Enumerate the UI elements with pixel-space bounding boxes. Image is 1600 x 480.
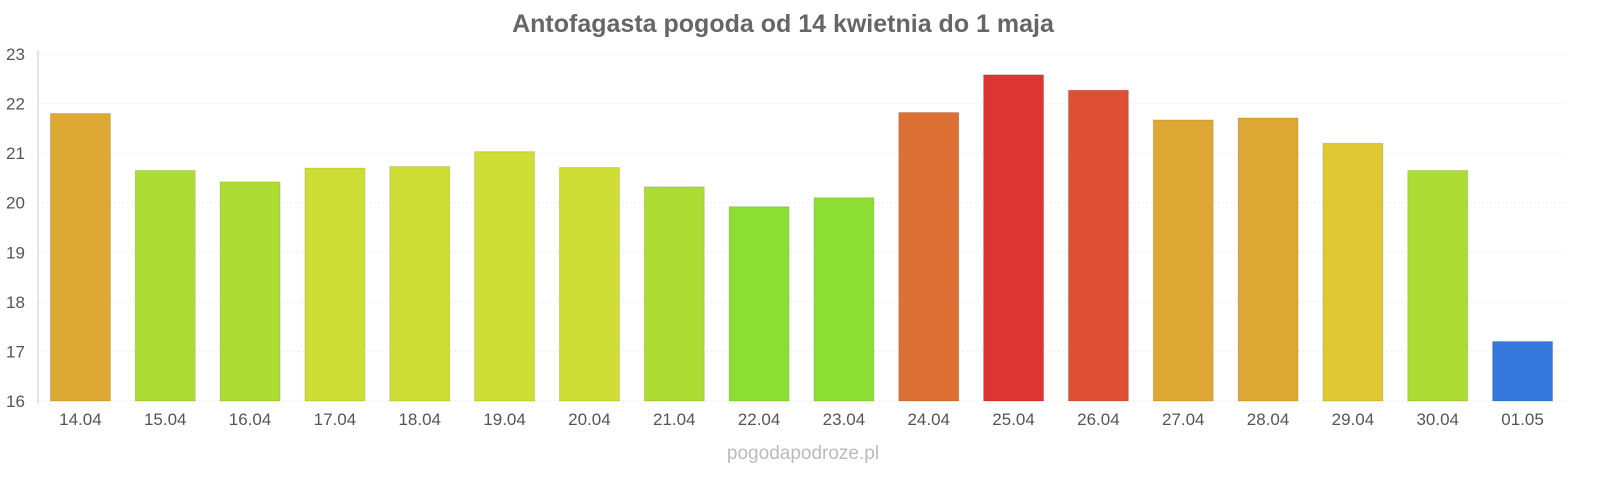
x-tick-label: 20.04 <box>568 410 611 429</box>
x-tick-label: 21.04 <box>653 410 696 429</box>
x-tick-label: 01.05 <box>1501 410 1544 429</box>
x-tick-label: 24.04 <box>907 410 950 429</box>
y-tick-label: 17 <box>6 342 25 361</box>
x-tick-label: 26.04 <box>1077 410 1120 429</box>
y-tick-label: 22 <box>6 95 25 114</box>
bar <box>1322 142 1384 402</box>
bar <box>1407 169 1469 402</box>
bar <box>1067 89 1129 402</box>
x-tick-label: 15.04 <box>144 410 187 429</box>
chart-title: Antofagasta pogoda od 14 kwietnia do 1 m… <box>512 10 1055 38</box>
bar <box>474 151 536 402</box>
x-tick-label: 23.04 <box>823 410 866 429</box>
x-tick-label: 17.04 <box>314 410 357 429</box>
x-tick-label: 28.04 <box>1247 410 1290 429</box>
bar <box>643 186 705 402</box>
y-tick-label: 16 <box>6 392 25 411</box>
bar <box>219 181 281 402</box>
y-tick-label: 20 <box>6 194 25 213</box>
y-tick-label: 23 <box>6 45 25 64</box>
bar <box>134 169 196 402</box>
bar <box>558 167 620 402</box>
bar <box>1152 119 1214 402</box>
x-tick-label: 25.04 <box>992 410 1035 429</box>
x-tick-label: 29.04 <box>1332 410 1375 429</box>
x-tick-label: 30.04 <box>1416 410 1459 429</box>
x-tick-label: 22.04 <box>738 410 781 429</box>
bar <box>304 167 366 402</box>
x-tick-label: 19.04 <box>483 410 526 429</box>
bar <box>813 197 875 402</box>
bar <box>1237 117 1299 402</box>
x-tick-label: 18.04 <box>398 410 441 429</box>
bar <box>1492 341 1554 402</box>
bar <box>728 206 790 402</box>
bar <box>898 111 960 402</box>
y-tick-label: 19 <box>6 243 25 262</box>
x-tick-label: 16.04 <box>229 410 272 429</box>
y-tick-label: 21 <box>6 144 25 163</box>
bar <box>389 166 451 402</box>
x-tick-label: 14.04 <box>59 410 102 429</box>
watermark: pogodapodroze.pl <box>727 443 879 464</box>
x-tick-label: 27.04 <box>1162 410 1205 429</box>
bar <box>983 74 1045 402</box>
y-tick-label: 18 <box>6 293 25 312</box>
bar <box>49 112 111 402</box>
